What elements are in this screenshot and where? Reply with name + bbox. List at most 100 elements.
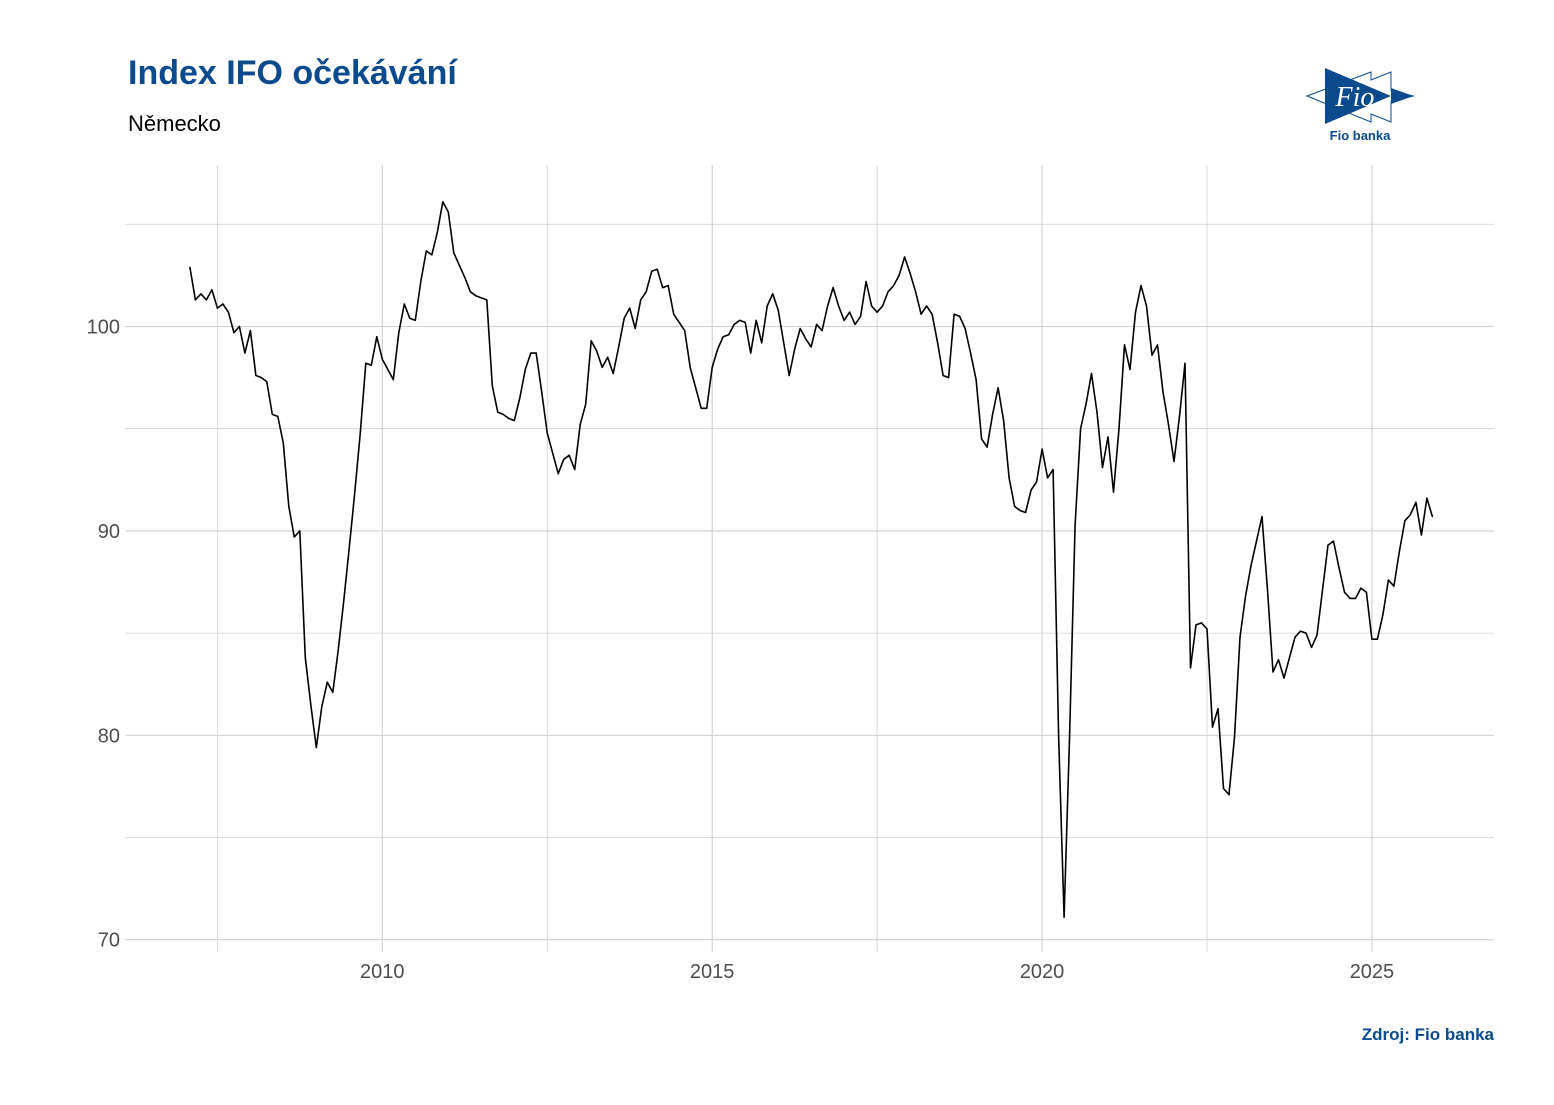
data-point [343, 599, 345, 602]
data-point [337, 648, 339, 651]
data-point [739, 319, 741, 321]
data-point [222, 303, 224, 305]
data-point [1365, 591, 1368, 593]
data-point [1052, 468, 1054, 471]
data-point [1250, 565, 1252, 567]
data-point [436, 231, 438, 234]
data-point [552, 452, 554, 454]
data-point [1085, 403, 1087, 405]
data-point [678, 321, 680, 323]
data-point [1327, 544, 1329, 546]
data-point [1404, 520, 1406, 522]
data-point [1376, 638, 1379, 640]
data-point [579, 424, 581, 426]
data-point [640, 299, 642, 301]
data-point [431, 254, 433, 256]
x-tick-label: 2020 [1020, 961, 1065, 983]
data-point [810, 346, 812, 348]
data-point [227, 311, 229, 313]
data-point [1255, 540, 1258, 542]
data-point [1211, 726, 1214, 728]
data-point [200, 293, 202, 295]
data-point [376, 336, 378, 338]
data-point [838, 305, 840, 307]
data-point [508, 417, 510, 420]
data-point [926, 305, 928, 307]
data-point [205, 299, 207, 301]
data-point [475, 295, 477, 297]
data-point [618, 346, 620, 348]
data-point [1431, 515, 1434, 518]
data-point [728, 334, 730, 336]
data-point [502, 413, 504, 415]
data-point [530, 352, 532, 354]
data-point [1266, 589, 1269, 591]
data-point [871, 305, 873, 307]
data-point [865, 280, 867, 283]
data-point [1310, 646, 1313, 649]
data-point [590, 340, 592, 342]
data-point [447, 211, 449, 213]
x-tick-label: 2015 [690, 961, 735, 983]
data-point [706, 407, 708, 409]
data-point [717, 348, 719, 350]
data-point [986, 446, 988, 448]
data-point [1316, 634, 1318, 636]
data-point [365, 362, 367, 364]
data-point [744, 321, 746, 323]
logo-wordmark: Fio [1335, 82, 1375, 113]
series-line [189, 201, 1434, 919]
data-point [1387, 579, 1390, 581]
data-point [359, 432, 361, 434]
data-point [1118, 428, 1120, 430]
data-point [392, 379, 394, 381]
data-point [420, 280, 422, 283]
data-point [326, 681, 328, 683]
data-point [1222, 787, 1225, 790]
data-point [750, 352, 752, 354]
data-point [1096, 411, 1098, 413]
data-point [980, 438, 983, 440]
data-point [1398, 550, 1401, 552]
data-point [563, 458, 565, 460]
data-point [816, 323, 818, 326]
data-point [1041, 448, 1043, 450]
data-point [969, 352, 972, 354]
data-point [1046, 477, 1049, 479]
data-point [1283, 677, 1285, 679]
data-point [821, 329, 823, 332]
data-point [1415, 501, 1417, 503]
data-point [1305, 632, 1307, 634]
data-point [1151, 354, 1153, 356]
data-point [722, 336, 724, 338]
data-point [211, 289, 213, 291]
data-point [1074, 524, 1076, 526]
data-point [381, 358, 383, 360]
data-point [277, 415, 279, 418]
x-tick-label: 2025 [1350, 961, 1395, 983]
data-point [634, 327, 636, 330]
data-point [216, 307, 218, 309]
x-tick-label: 2010 [360, 961, 405, 983]
logo-caption: Fio banka [1329, 128, 1391, 143]
data-point [535, 352, 537, 354]
data-point [1129, 368, 1131, 371]
data-point [1134, 311, 1137, 313]
data-point [843, 319, 845, 321]
data-point [711, 366, 713, 368]
data-point [1343, 591, 1346, 593]
data-point [991, 413, 994, 415]
data-point [827, 305, 829, 307]
data-point [513, 419, 515, 422]
data-point [1140, 285, 1142, 287]
chart-subtitle: Německo [128, 111, 221, 136]
data-point [623, 317, 625, 319]
data-point [519, 397, 521, 399]
data-point [766, 305, 768, 307]
data-point [1332, 540, 1335, 542]
data-point [585, 403, 587, 405]
data-point [568, 454, 570, 456]
data-point [398, 332, 400, 334]
data-point [370, 364, 372, 366]
